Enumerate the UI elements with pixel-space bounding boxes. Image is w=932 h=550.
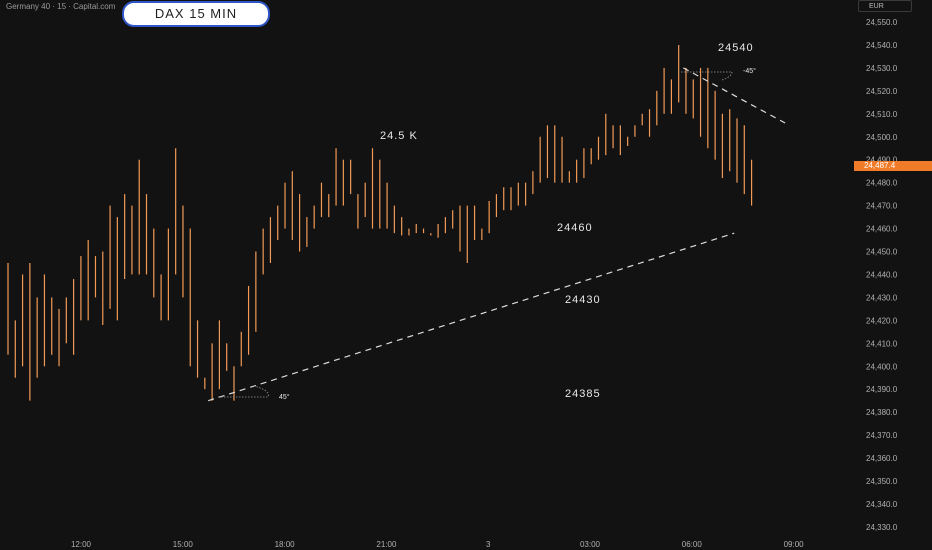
x-tick-label: 3 <box>486 540 491 549</box>
y-tick-label: 24,350.0 <box>866 477 898 486</box>
y-tick-label: 24,410.0 <box>866 339 898 348</box>
y-tick-label: 24,480.0 <box>866 179 898 188</box>
trendlines <box>208 67 786 402</box>
x-tick-label: 09:00 <box>784 540 805 549</box>
x-tick-label: 06:00 <box>682 540 703 549</box>
x-tick-label: 18:00 <box>275 540 296 549</box>
level-label-24460: 24460 <box>557 222 593 234</box>
time-axis: 12:00 15:00 18:00 21:00 3 03:00 06:00 09:00 <box>71 540 804 549</box>
symbol-title: Germany 40 · 15 · Capital.com <box>6 2 116 11</box>
y-tick-label: 24,500.0 <box>866 133 898 142</box>
x-tick-label: 03:00 <box>580 540 601 549</box>
y-tick-label: 24,400.0 <box>866 362 898 371</box>
y-tick-label: 24,330.0 <box>866 523 898 532</box>
y-tick-label: 24,340.0 <box>866 500 898 509</box>
angle-label-bottom: 45° <box>279 394 290 401</box>
angle-marker <box>678 71 733 81</box>
y-tick-label: 24,510.0 <box>866 110 898 119</box>
x-tick-label: 15:00 <box>173 540 194 549</box>
y-tick-label: 24,530.0 <box>866 64 898 73</box>
y-tick-label: 24,490.0 <box>866 156 898 165</box>
round-level-label: 24.5 K <box>380 130 418 142</box>
y-tick-label: 24,370.0 <box>866 431 898 440</box>
level-label-24430: 24430 <box>565 294 601 306</box>
y-tick-label: 24,540.0 <box>866 41 898 50</box>
angle-label-top: -45° <box>743 68 756 75</box>
y-tick-label: 24,380.0 <box>866 408 898 417</box>
y-tick-label: 24,360.0 <box>866 454 898 463</box>
angle-marker <box>218 385 269 398</box>
y-tick-label: 24,430.0 <box>866 293 898 302</box>
y-tick-label: 24,520.0 <box>866 87 898 96</box>
price-axis: 24,550.0 24,540.0 24,530.0 24,520.0 24,510.0… <box>866 18 898 532</box>
level-label-24385: 24385 <box>565 388 601 400</box>
y-tick-label: 24,450.0 <box>866 248 898 257</box>
y-tick-label: 24,460.0 <box>866 225 898 234</box>
currency-button[interactable]: EUR <box>858 0 912 12</box>
trendline[interactable] <box>683 67 786 124</box>
trendline[interactable] <box>208 232 735 402</box>
x-tick-label: 12:00 <box>71 540 92 549</box>
y-tick-label: 24,440.0 <box>866 270 898 279</box>
price-bars <box>7 44 753 401</box>
title-badge: DAX 15 MIN <box>122 1 270 27</box>
y-tick-label: 24,390.0 <box>866 385 898 394</box>
level-label-24540: 24540 <box>718 42 754 54</box>
x-tick-label: 21:00 <box>376 540 397 549</box>
last-price-tag: 24,487.4 <box>854 161 932 171</box>
y-tick-label: 24,470.0 <box>866 202 898 211</box>
y-tick-label: 24,550.0 <box>866 18 898 27</box>
y-tick-label: 24,420.0 <box>866 316 898 325</box>
